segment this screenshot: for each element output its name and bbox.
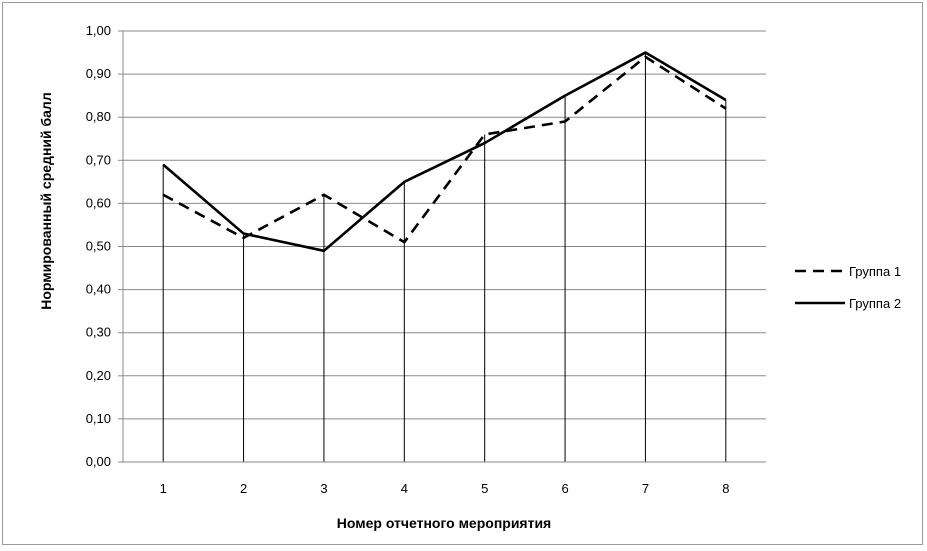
x-tick-label: 7 — [642, 481, 649, 496]
gridlines — [118, 31, 766, 462]
y-tick-label: 0,30 — [86, 325, 111, 340]
x-tick-label: 8 — [722, 481, 729, 496]
series-line-1 — [163, 57, 726, 242]
x-tick-label: 6 — [561, 481, 568, 496]
drop-lines — [163, 53, 726, 462]
y-tick-label: 0,60 — [86, 195, 111, 210]
x-axis-title: Номер отчетного мероприятия — [337, 515, 551, 531]
x-tick-label: 4 — [401, 481, 408, 496]
y-tick-label: 0,20 — [86, 368, 111, 383]
x-tick-label: 5 — [481, 481, 488, 496]
y-tick-label: 0,00 — [86, 454, 111, 469]
y-tick-label: 0,90 — [86, 66, 111, 81]
legend-label: Группа 1 — [849, 264, 901, 279]
line-chart: 0,00 0,10 0,20 0,30 0,40 0,50 0,60 0,70 0,80 0,90… — [3, 3, 924, 546]
y-tick-label: 0,10 — [86, 411, 111, 426]
y-tick-label: 0,40 — [86, 282, 111, 297]
series-line-2 — [163, 53, 726, 251]
chart-frame: 0,00 0,10 0,20 0,30 0,40 0,50 0,60 0,70 0,80 0,90… — [2, 2, 923, 545]
y-axis-title: Нормированный средний балл — [38, 92, 54, 309]
y-tick-label: 0,70 — [86, 152, 111, 167]
y-tick-label: 1,00 — [86, 23, 111, 38]
x-tick-label: 2 — [240, 481, 247, 496]
legend-label: Группа 2 — [849, 296, 901, 311]
x-tick-labels: 1 2 3 4 5 6 7 8 — [160, 481, 730, 496]
y-tick-label: 0,50 — [86, 239, 111, 254]
y-tick-labels: 0,00 0,10 0,20 0,30 0,40 0,50 0,60 0,70 0,80 0,90… — [86, 23, 111, 469]
series-lines — [163, 53, 726, 251]
x-tick-label: 3 — [320, 481, 327, 496]
x-tick-label: 1 — [160, 481, 167, 496]
legend: Группа 1 Группа 2 — [795, 264, 901, 311]
y-tick-label: 0,80 — [86, 109, 111, 124]
